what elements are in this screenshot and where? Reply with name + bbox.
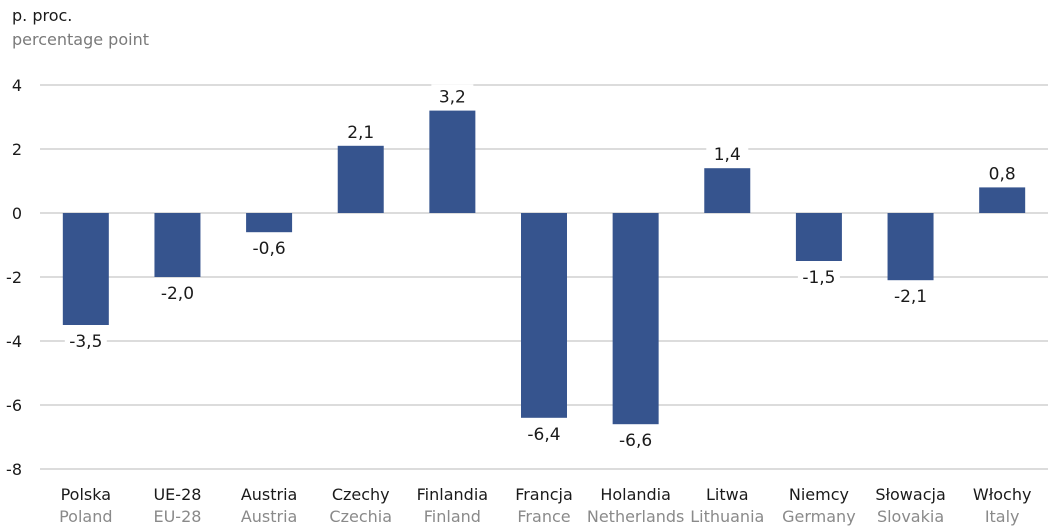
y-tick-label: -6 <box>6 396 22 415</box>
data-label-background <box>706 142 749 167</box>
data-label: -0,6 <box>253 239 286 259</box>
unit-label-pl: p. proc. <box>12 6 73 25</box>
data-label-background <box>248 236 291 261</box>
x-tick-label-en: Finland <box>424 507 481 526</box>
data-label-background <box>523 421 565 446</box>
x-tick-label-en: Poland <box>59 507 112 526</box>
y-tick-label: -8 <box>6 460 22 479</box>
y-tick-label: -2 <box>6 268 22 287</box>
data-label: 2,1 <box>347 123 374 143</box>
data-label: -3,5 <box>69 332 102 352</box>
data-label: -1,5 <box>802 268 835 288</box>
x-tick-label-pl: UE-28 <box>153 485 201 504</box>
data-label-background <box>431 84 474 109</box>
data-label-background <box>614 428 657 453</box>
y-tick-label: 0 <box>12 204 22 223</box>
bar <box>337 145 384 213</box>
bar <box>704 168 751 213</box>
bar <box>246 213 293 233</box>
x-tick-label-en: Austria <box>241 507 298 526</box>
x-tick-label-en: Italy <box>985 507 1020 526</box>
x-tick-label-pl: Polska <box>61 485 111 504</box>
x-tick-label-pl: Włochy <box>973 485 1032 504</box>
data-label-background <box>339 119 382 144</box>
bar <box>979 187 1026 213</box>
x-tick-label-en: EU-28 <box>153 507 201 526</box>
x-tick-label-pl: Czechy <box>332 485 390 504</box>
bar <box>887 213 934 281</box>
x-tick-label-en: France <box>517 507 570 526</box>
x-tick-label-pl: Holandia <box>600 485 671 504</box>
label-layer: 4 2 0 -2 -4 -6 -8 -3,5 Polska Poland -2,0 UE-28 EU-2… <box>6 76 1031 526</box>
y-tick-label: 4 <box>12 76 22 95</box>
bar <box>521 213 567 418</box>
data-label: -2,0 <box>161 284 194 304</box>
y-tick-label: -4 <box>6 332 22 351</box>
y-tick-label: 2 <box>12 140 22 159</box>
data-label-background <box>156 281 199 305</box>
x-tick-label-pl: Niemcy <box>789 485 849 504</box>
data-label-background <box>797 265 840 289</box>
x-tick-label-pl: Słowacja <box>875 485 945 504</box>
data-label: 1,4 <box>714 145 741 165</box>
unit-label-en: percentage point <box>12 30 149 49</box>
data-label: 3,2 <box>439 88 466 108</box>
data-label: -6,4 <box>527 425 560 445</box>
x-tick-label-en: Czechia <box>329 507 392 526</box>
x-tick-label-pl: Austria <box>241 485 298 504</box>
x-tick-label-pl: Finlandia <box>417 485 488 504</box>
x-tick-label-pl: Litwa <box>706 485 749 504</box>
x-tick-label-en: Germany <box>782 507 856 526</box>
bar <box>62 213 109 325</box>
x-tick-label-en: Slovakia <box>877 507 944 526</box>
data-label: 0,8 <box>989 164 1016 184</box>
data-label: -6,6 <box>619 431 652 451</box>
data-label-background <box>64 329 107 353</box>
bar-layer <box>62 110 1026 425</box>
bar <box>795 213 842 261</box>
data-label-background <box>981 161 1024 186</box>
x-tick-label-en: Netherlands <box>587 507 685 526</box>
bar <box>429 110 476 213</box>
x-tick-label-en: Lithuania <box>690 507 764 526</box>
bar <box>612 213 659 425</box>
data-label: -2,1 <box>894 287 927 307</box>
data-label-background <box>889 284 932 309</box>
x-tick-label-pl: Francja <box>515 485 573 504</box>
bar <box>154 213 201 277</box>
